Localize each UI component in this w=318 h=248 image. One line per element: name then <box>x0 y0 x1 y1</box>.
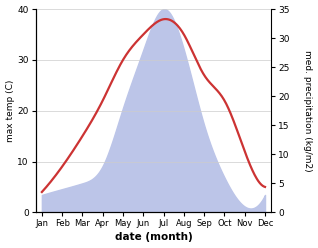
Y-axis label: med. precipitation (kg/m2): med. precipitation (kg/m2) <box>303 50 313 172</box>
X-axis label: date (month): date (month) <box>114 232 192 243</box>
Y-axis label: max temp (C): max temp (C) <box>5 80 15 142</box>
